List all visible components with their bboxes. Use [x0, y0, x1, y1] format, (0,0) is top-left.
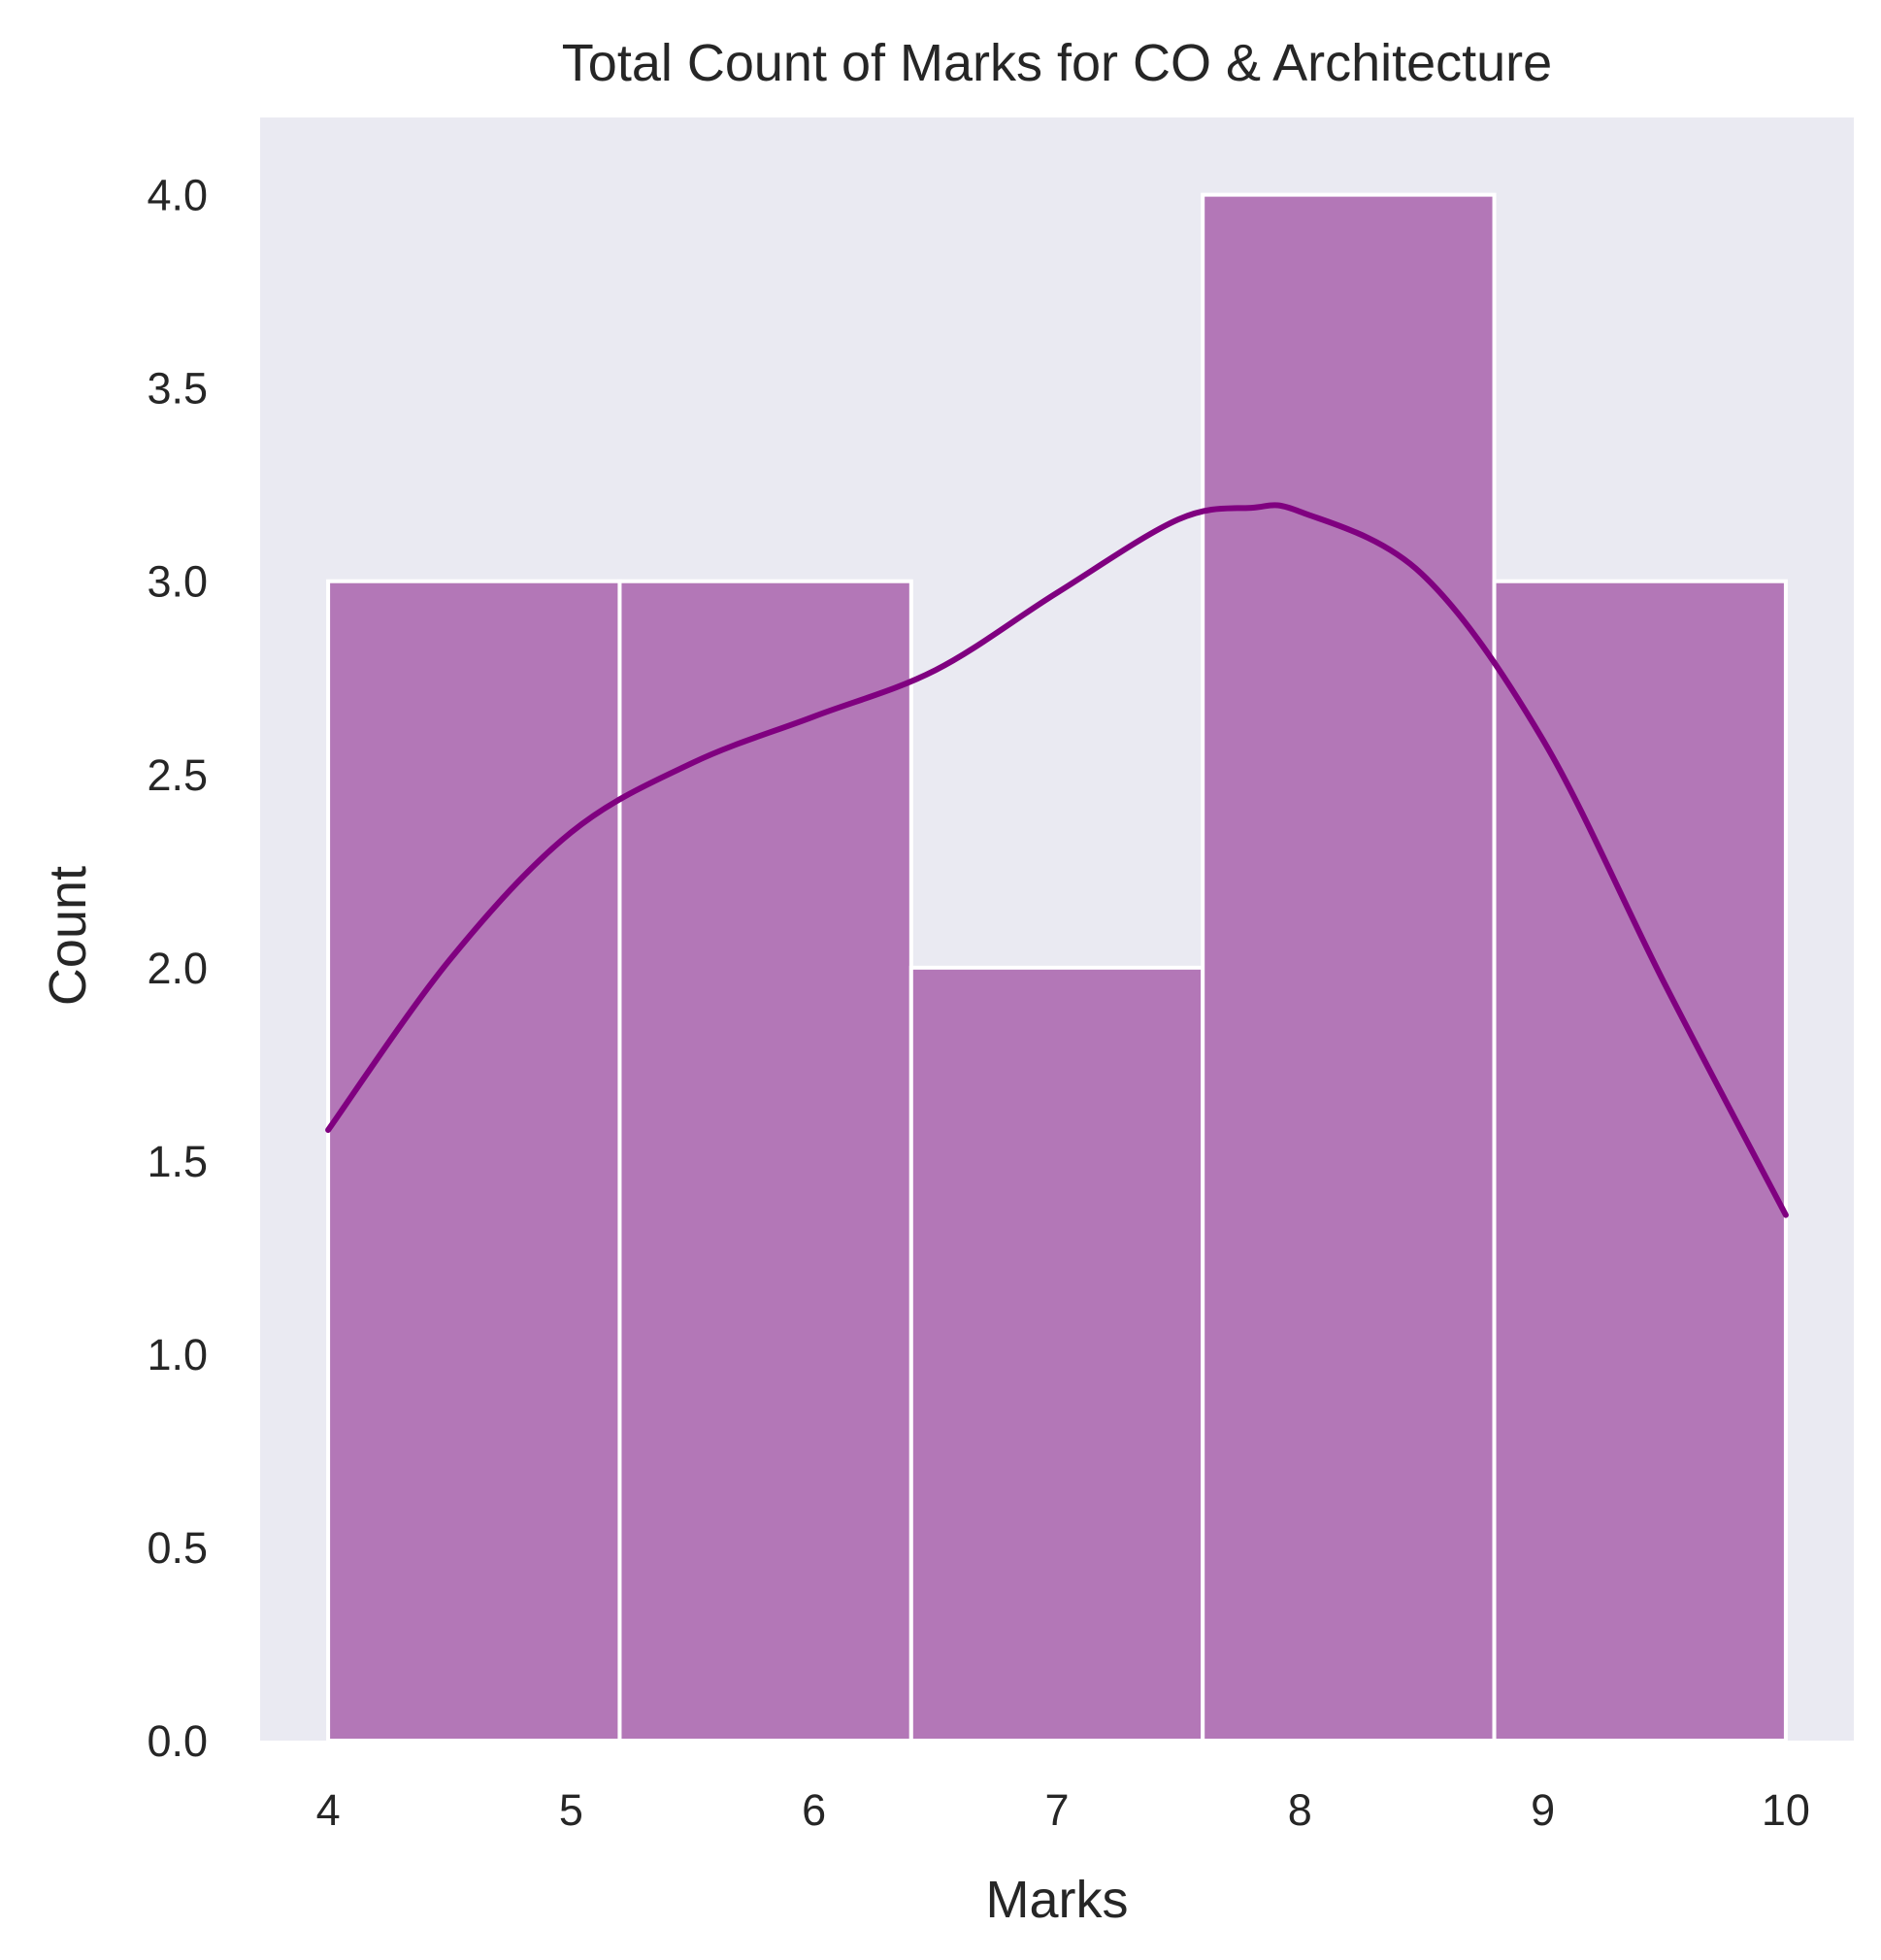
y-tick-label: 4.0: [147, 171, 208, 220]
y-tick-label: 3.5: [147, 364, 208, 414]
histogram-bar-2: [617, 579, 913, 1744]
histogram-bar-3: [908, 965, 1205, 1743]
kde-curve: [325, 502, 1789, 1218]
x-tick-label: 7: [1044, 1785, 1069, 1835]
bars-group: [326, 192, 1788, 1744]
histogram-bar-5: [1492, 579, 1788, 1744]
y-tick-label: 2.0: [147, 944, 208, 993]
histogram-bar-4: [1201, 192, 1497, 1744]
y-tick-labels: 0.0 0.5 1.0 1.5 2.0 2.5 3.0 3.5 4.0: [147, 171, 208, 1766]
y-axis-label: Count: [39, 866, 97, 1006]
x-tick-label: 5: [559, 1785, 583, 1835]
y-tick-label: 3.0: [147, 557, 208, 607]
x-axis-label: Marks: [986, 1871, 1129, 1929]
y-tick-label: 0.5: [147, 1523, 208, 1573]
x-tick-label: 9: [1531, 1785, 1555, 1835]
x-tick-labels: 4 5 6 7 8 9 10: [316, 1785, 1810, 1835]
x-tick-label: 4: [316, 1785, 341, 1835]
x-tick-label: 6: [802, 1785, 826, 1835]
y-tick-label: 1.5: [147, 1137, 208, 1186]
x-tick-label: 8: [1288, 1785, 1312, 1835]
x-tick-label: 10: [1762, 1785, 1810, 1835]
y-tick-label: 0.0: [147, 1716, 208, 1766]
chart-title: Total Count of Marks for CO & Architectu…: [562, 34, 1552, 92]
y-tick-label: 2.5: [147, 750, 208, 800]
histogram-bar-1: [326, 579, 622, 1744]
y-tick-label: 1.0: [147, 1330, 208, 1379]
